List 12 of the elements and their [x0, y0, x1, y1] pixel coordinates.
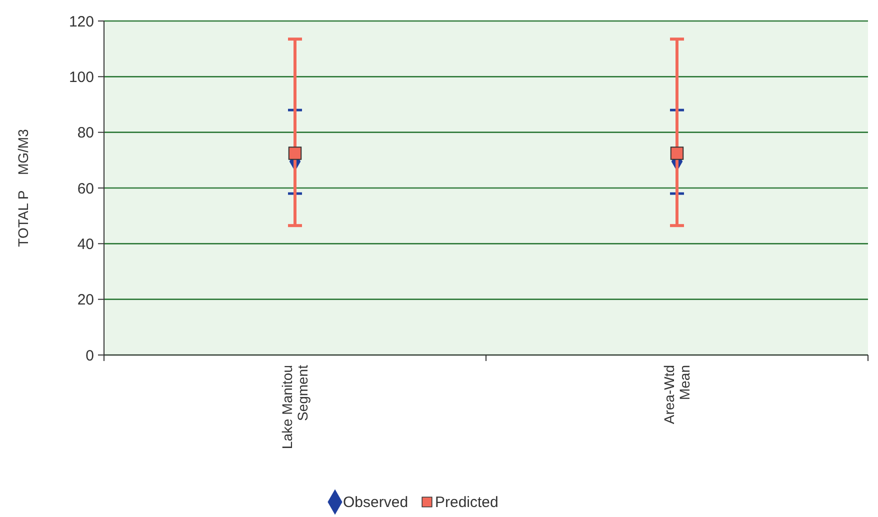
legend-label: Observed	[343, 494, 408, 511]
y-tick-label: 60	[77, 180, 94, 198]
x-tick-label: Lake Manitou Segment	[279, 364, 311, 450]
y-tick-label: 20	[77, 292, 94, 309]
y-tick-label: 100	[68, 68, 94, 86]
y-tick-label: 120	[68, 13, 94, 30]
y-axis-title: TOTAL P MG/M3	[15, 128, 31, 247]
y-tick-label: 0	[86, 347, 94, 364]
x-tick-label: Area-Wtd Mean	[661, 365, 693, 424]
y-tick-label: 40	[77, 236, 94, 253]
y-tick-label: 80	[77, 124, 94, 142]
legend-label: Predicted	[435, 494, 498, 511]
